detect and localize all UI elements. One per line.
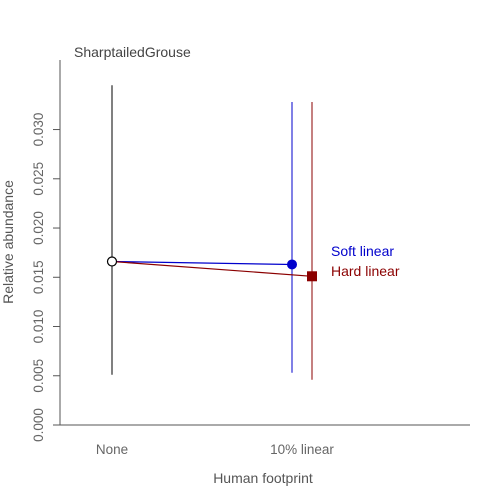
legend-label: Hard linear (331, 263, 400, 279)
plot-area: 0.000 0.005 0.010 0.015 0.020 0.025 0.030 None… (31, 60, 470, 457)
y-axis: 0.000 0.005 0.010 0.015 0.020 0.025 0.030 (31, 113, 60, 442)
x-tick-label: None (96, 442, 128, 457)
error-bars (111, 85, 313, 380)
x-tick-label: 10% linear (270, 442, 334, 457)
y-tick-label: 0.025 (31, 162, 46, 196)
series-lines (111, 260, 313, 277)
x-axis: None 10% linear (96, 442, 335, 457)
y-tick-label: 0.000 (31, 408, 46, 442)
y-tick-label: 0.005 (31, 359, 46, 393)
series-line (111, 260, 293, 266)
legend-label: Soft linear (331, 243, 394, 259)
reference-point (106, 256, 118, 267)
series-point (287, 259, 297, 270)
y-axis-title: Relative abundance (0, 180, 16, 304)
chart-title: SharptailedGrouse (74, 44, 191, 60)
y-tick-label: 0.030 (31, 113, 46, 147)
series-line (111, 260, 313, 277)
axis-frame (59, 60, 470, 426)
y-tick-label: 0.015 (31, 260, 46, 294)
legend: Soft linear Hard linear (331, 243, 400, 279)
data-points (106, 256, 317, 282)
series-point (307, 271, 317, 282)
y-tick-label: 0.020 (31, 211, 46, 245)
y-tick-label: 0.010 (31, 310, 46, 344)
x-axis-title: Human footprint (213, 470, 313, 486)
